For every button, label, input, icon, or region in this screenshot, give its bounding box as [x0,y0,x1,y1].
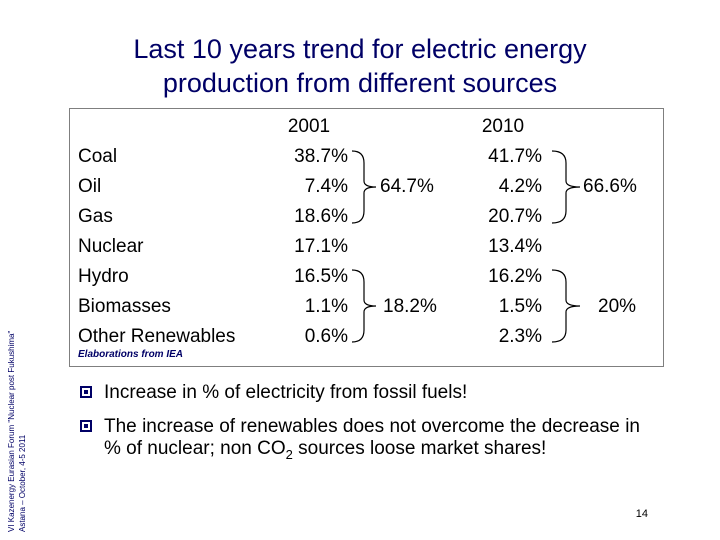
checkbox-bullet-icon [80,386,92,398]
fossil-total-2001: 64.7% [380,176,434,197]
row-2001-coal: 38.7% [294,146,348,167]
renewables-total-2001: 18.2% [383,296,437,317]
row-2010-other-renewables: 2.3% [498,326,542,347]
row-label-hydro: Hydro [78,266,129,287]
fossil-total-2010: 66.6% [583,176,637,197]
source-note: Elaborations from IEA [78,349,184,360]
row-2010-coal: 41.7% [488,146,542,167]
header-2001: 2001 [287,116,331,137]
bullet-1-text: Increase in % of electricity from fossil… [104,382,468,403]
row-2001-nuclear: 17.1% [294,236,348,257]
checkbox-bullet-icon [80,420,92,432]
row-2001-other-renewables: 0.6% [304,326,348,347]
side-caption-line-1: VI Kazenergy Eurasian Forum "Nuclear pos… [7,330,16,532]
title-line-1: Last 10 years trend for electric energy [133,34,587,64]
bullet-2-text-post: sources loose market shares! [292,438,547,459]
row-label-gas: Gas [78,206,113,227]
row-2010-nuclear: 13.4% [488,236,542,257]
bullet-2: The increase of renewables does not over… [80,416,640,466]
row-2001-gas: 18.6% [294,206,348,227]
row-2001-hydro: 16.5% [294,266,348,287]
row-label-coal: Coal [78,146,118,167]
row-label-nuclear: Nuclear [78,236,144,257]
row-2010-biomasses: 1.5% [498,296,542,317]
bullet-list: Increase in % of electricity from fossil… [80,382,640,478]
page-number: 14 [635,508,648,520]
row-label-oil: Oil [78,176,102,197]
title-line-2: production from different sources [162,68,558,98]
header-2010: 2010 [481,116,525,137]
row-2010-oil: 4.2% [498,176,542,197]
row-2001-oil: 7.4% [304,176,348,197]
row-2010-gas: 20.7% [488,206,542,227]
slide-title: Last 10 years trend for electric energy … [60,32,660,100]
row-2010-hydro: 16.2% [488,266,542,287]
data-table-frame [69,108,664,367]
bullet-2-text-pre: The increase of renewables does not over… [104,416,640,459]
renewables-total-2010: 20% [598,296,637,317]
co2-subscript: 2 [285,446,293,462]
row-2001-biomasses: 1.1% [304,296,348,317]
row-label-biomasses: Biomasses [78,296,171,317]
bullet-1: Increase in % of electricity from fossil… [80,382,640,404]
side-caption-line-2: Astana – October, 4-5 2011 [18,434,27,532]
row-label-other-renewables: Other Renewables [78,326,236,347]
